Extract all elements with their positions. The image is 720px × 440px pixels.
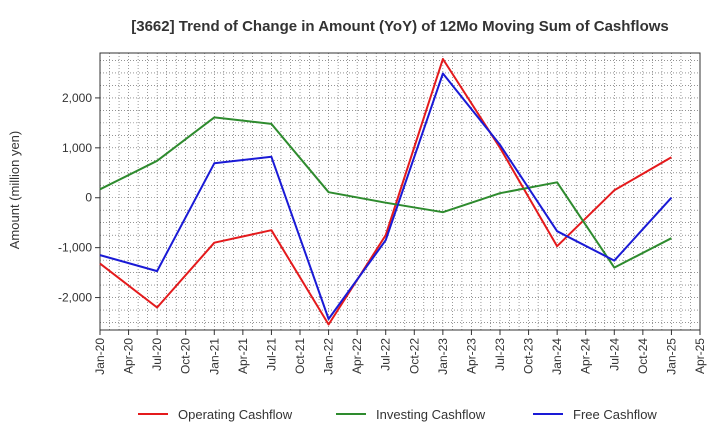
x-tick-label: Jan-25 — [664, 338, 678, 375]
y-tick-label: -1,000 — [58, 241, 92, 255]
x-tick-label: Apr-22 — [350, 338, 364, 374]
x-tick-label: Jan-23 — [436, 338, 450, 375]
y-tick-label: -2,000 — [58, 291, 92, 305]
x-tick-label: Oct-23 — [522, 338, 536, 374]
x-tick-label: Jul-21 — [264, 338, 278, 371]
y-tick-label: 2,000 — [62, 91, 92, 105]
y-tick-label: 1,000 — [62, 141, 92, 155]
x-tick-label: Oct-20 — [179, 338, 193, 374]
x-tick-label: Apr-23 — [464, 338, 478, 374]
x-tick-label: Jan-22 — [322, 338, 336, 375]
legend: Operating Cashflow Investing Cashflow Free… — [138, 407, 657, 422]
x-tick-label: Apr-24 — [579, 338, 593, 374]
x-tick-label: Jan-20 — [93, 338, 107, 375]
x-tick-label: Jan-21 — [207, 338, 221, 375]
chart-title: [3662] Trend of Change in Amount (YoY) o… — [131, 18, 669, 35]
x-tick-label: Oct-21 — [293, 338, 307, 374]
y-axis-label: Amount (million yen) — [7, 131, 22, 250]
x-tick-label: Apr-25 — [693, 338, 707, 374]
x-tick-label: Jan-24 — [550, 338, 564, 375]
investing-cashflow-legend-label: Investing Cashflow — [376, 407, 486, 422]
x-axis-ticks: Jan-20 Apr-20 Jul-20 Oct-20 Jan-21 Apr-21 Jul-… — [93, 330, 707, 375]
x-tick-label: Apr-21 — [236, 338, 250, 374]
grid — [99, 53, 701, 330]
plot-area — [99, 52, 701, 331]
x-tick-label: Jul-20 — [150, 338, 164, 371]
operating-cashflow-legend-label: Operating Cashflow — [178, 407, 293, 422]
free-cashflow-legend-label: Free Cashflow — [573, 407, 657, 422]
x-tick-label: Jul-24 — [607, 338, 621, 371]
x-tick-label: Oct-22 — [407, 338, 421, 374]
x-tick-label: Jul-23 — [493, 338, 507, 371]
x-tick-label: Apr-20 — [122, 338, 136, 374]
x-tick-label: Oct-24 — [636, 338, 650, 374]
y-axis-ticks: 2,000 1,000 0 -1,000 -2,000 — [58, 91, 100, 305]
y-tick-label: 0 — [85, 191, 92, 205]
series-lines — [99, 58, 673, 326]
x-tick-label: Jul-22 — [379, 338, 393, 371]
